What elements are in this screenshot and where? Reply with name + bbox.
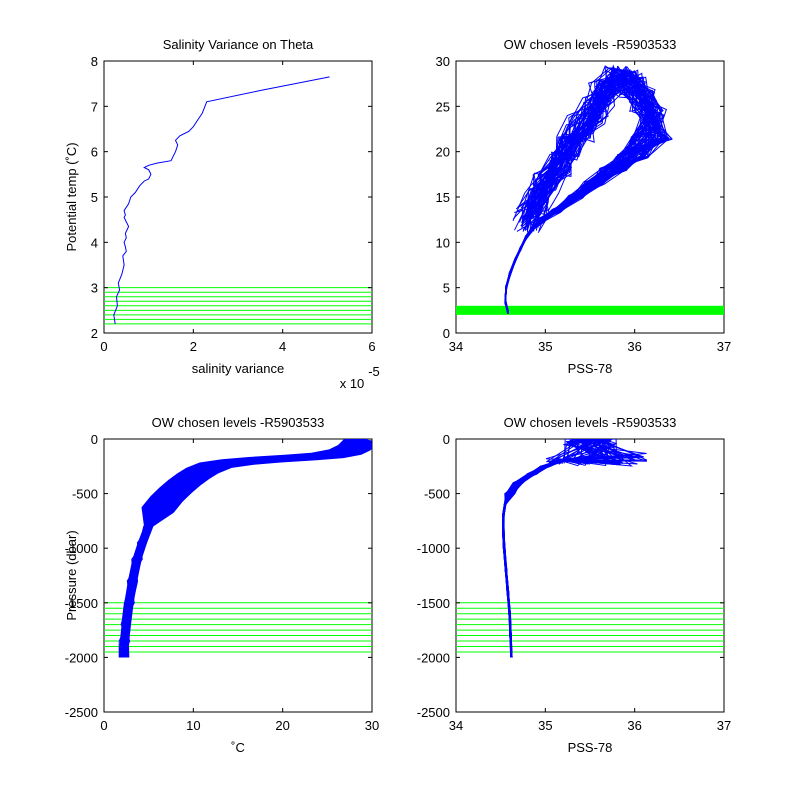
x-tick-label: 36	[627, 339, 641, 354]
y-tick-label: -2000	[65, 650, 98, 665]
chart-title: OW chosen levels -R5903533	[152, 415, 325, 430]
y-tick-label: 0	[91, 432, 98, 447]
data-layer	[104, 76, 372, 325]
y-tick-label: -2500	[417, 705, 450, 720]
plot-area	[103, 438, 373, 713]
chart-title: Salinity Variance on Theta	[163, 37, 314, 52]
x-tick-label: 35	[538, 718, 552, 733]
y-tick-label: 2	[91, 326, 98, 341]
y-tick-label: -2000	[417, 650, 450, 665]
y-tick-label: 6	[91, 145, 98, 160]
y-tick-label: -1000	[65, 541, 98, 556]
x-axis-label: PSS-78	[568, 740, 613, 755]
y-axis-label: Potential temp (˚C)	[64, 142, 79, 251]
y-tick-label: 8	[91, 54, 98, 69]
profile-trunk	[504, 137, 644, 313]
panel-p3: 0 10 20 30 -2500 -2000 -1500 -1000 -500 0 OW chose…	[64, 415, 379, 755]
temperature-profile-band	[119, 439, 372, 658]
x-axis-label: salinity variance	[192, 361, 285, 376]
panel-p4: 34 35 36 37 -2500 -2000 -1500 -1000 -500 0 OW chos…	[417, 415, 731, 755]
y-tick-label: -500	[424, 487, 450, 502]
data-layer	[456, 64, 724, 315]
x-tick-label: 37	[717, 339, 731, 354]
y-tick-label: -1500	[417, 596, 450, 611]
y-tick-label: 0	[443, 326, 450, 341]
x-tick-label: 0	[100, 718, 107, 733]
data-layer	[456, 439, 724, 658]
y-tick-label: -2500	[65, 705, 98, 720]
x-tick-label: 37	[717, 718, 731, 733]
x-tick-label: 4	[279, 339, 286, 354]
x-tick-label: 34	[449, 339, 463, 354]
y-tick-label: 7	[91, 99, 98, 114]
y-tick-label: 10	[436, 235, 450, 250]
x-tick-label: 6	[368, 339, 375, 354]
y-axis-label: Pressure (dbar)	[64, 530, 79, 620]
salinity-profile-line	[502, 439, 593, 658]
temperature-profile-line	[122, 439, 363, 658]
y-tick-label: 3	[91, 281, 98, 296]
x-tick-label: 10	[186, 718, 200, 733]
y-tick-label: 25	[436, 99, 450, 114]
temperature-profile-line	[120, 439, 368, 658]
y-tick-label: -1500	[65, 596, 98, 611]
y-tick-label: -1000	[417, 541, 450, 556]
data-layer	[104, 439, 372, 658]
y-tick-label: 4	[91, 235, 98, 250]
x-tick-label: 0	[100, 339, 107, 354]
x-tick-label: 36	[627, 718, 641, 733]
panel-p2: 34 35 36 37 0 5 10 15 20 25 30 OW chosen levels -R5…	[436, 37, 732, 376]
x-tick-label: 35	[538, 339, 552, 354]
x-multiplier-label: x 10	[340, 376, 365, 391]
variance-line	[113, 76, 330, 324]
chart-title: OW chosen levels -R5903533	[504, 37, 677, 52]
y-tick-label: 20	[436, 145, 450, 160]
y-tick-label: 5	[443, 281, 450, 296]
y-tick-label: 30	[436, 54, 450, 69]
x-axis-label: PSS-78	[568, 361, 613, 376]
x-tick-label: 2	[190, 339, 197, 354]
x-tick-label: 30	[365, 718, 379, 733]
y-tick-label: 15	[436, 190, 450, 205]
plot-area	[455, 438, 725, 713]
x-axis-label: ˚C	[231, 740, 245, 755]
chosen-level-band	[456, 305, 724, 315]
salinity-profile-line	[502, 439, 636, 658]
x-tick-label: 20	[275, 718, 289, 733]
y-tick-label: 5	[91, 190, 98, 205]
y-tick-label: 0	[443, 432, 450, 447]
chart-title: OW chosen levels -R5903533	[504, 415, 677, 430]
x-tick-label: 34	[449, 718, 463, 733]
x-multiplier-exponent: -5	[368, 364, 380, 379]
y-tick-label: -500	[72, 487, 98, 502]
